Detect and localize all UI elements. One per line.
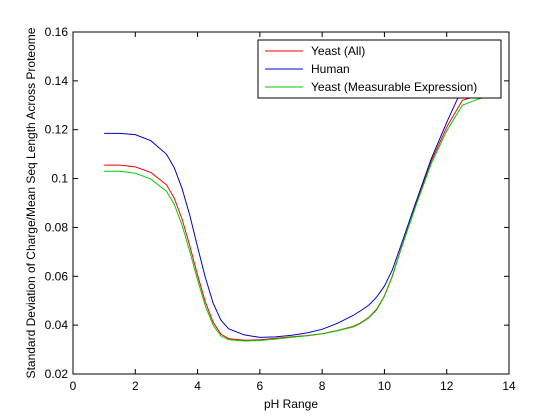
legend-label-1: Yeast (All)	[311, 44, 365, 58]
series-layer	[104, 80, 494, 342]
x-tick-label: 6	[257, 379, 264, 393]
y-tick-label: 0.04	[45, 318, 69, 332]
x-axis-label: pH Range	[264, 397, 318, 411]
series-line-3	[104, 95, 494, 342]
y-tick-label: 0.12	[45, 123, 69, 137]
y-tick-label: 0.14	[45, 74, 69, 88]
x-tick-label: 0	[70, 379, 77, 393]
series-line-2	[104, 80, 494, 338]
axis-ticks: 0 2 4 6 8 10 12 14 0.02 0.04 0.06 0.08 0.1 0.12 0.14 0.…	[45, 25, 516, 393]
y-tick-label: 0.08	[45, 220, 69, 234]
x-tick-label: 8	[319, 379, 326, 393]
x-tick-label: 4	[194, 379, 201, 393]
y-tick-label: 0.02	[45, 367, 69, 381]
y-axis-label: Standard Deviation of Charge/Mean Seq Le…	[24, 27, 38, 378]
legend-label-3: Yeast (Measurable Expression)	[311, 80, 477, 94]
x-tick-label: 12	[440, 379, 454, 393]
x-tick-label: 2	[132, 379, 139, 393]
x-tick-label: 14	[502, 379, 516, 393]
x-tick-label: 10	[378, 379, 392, 393]
legend: Yeast (All) Human Yeast (Measurable Expres…	[257, 39, 502, 99]
legend-label-2: Human	[311, 62, 350, 76]
y-tick-label: 0.06	[45, 269, 69, 283]
y-tick-label: 0.1	[51, 172, 68, 186]
y-tick-label: 0.16	[45, 25, 69, 39]
